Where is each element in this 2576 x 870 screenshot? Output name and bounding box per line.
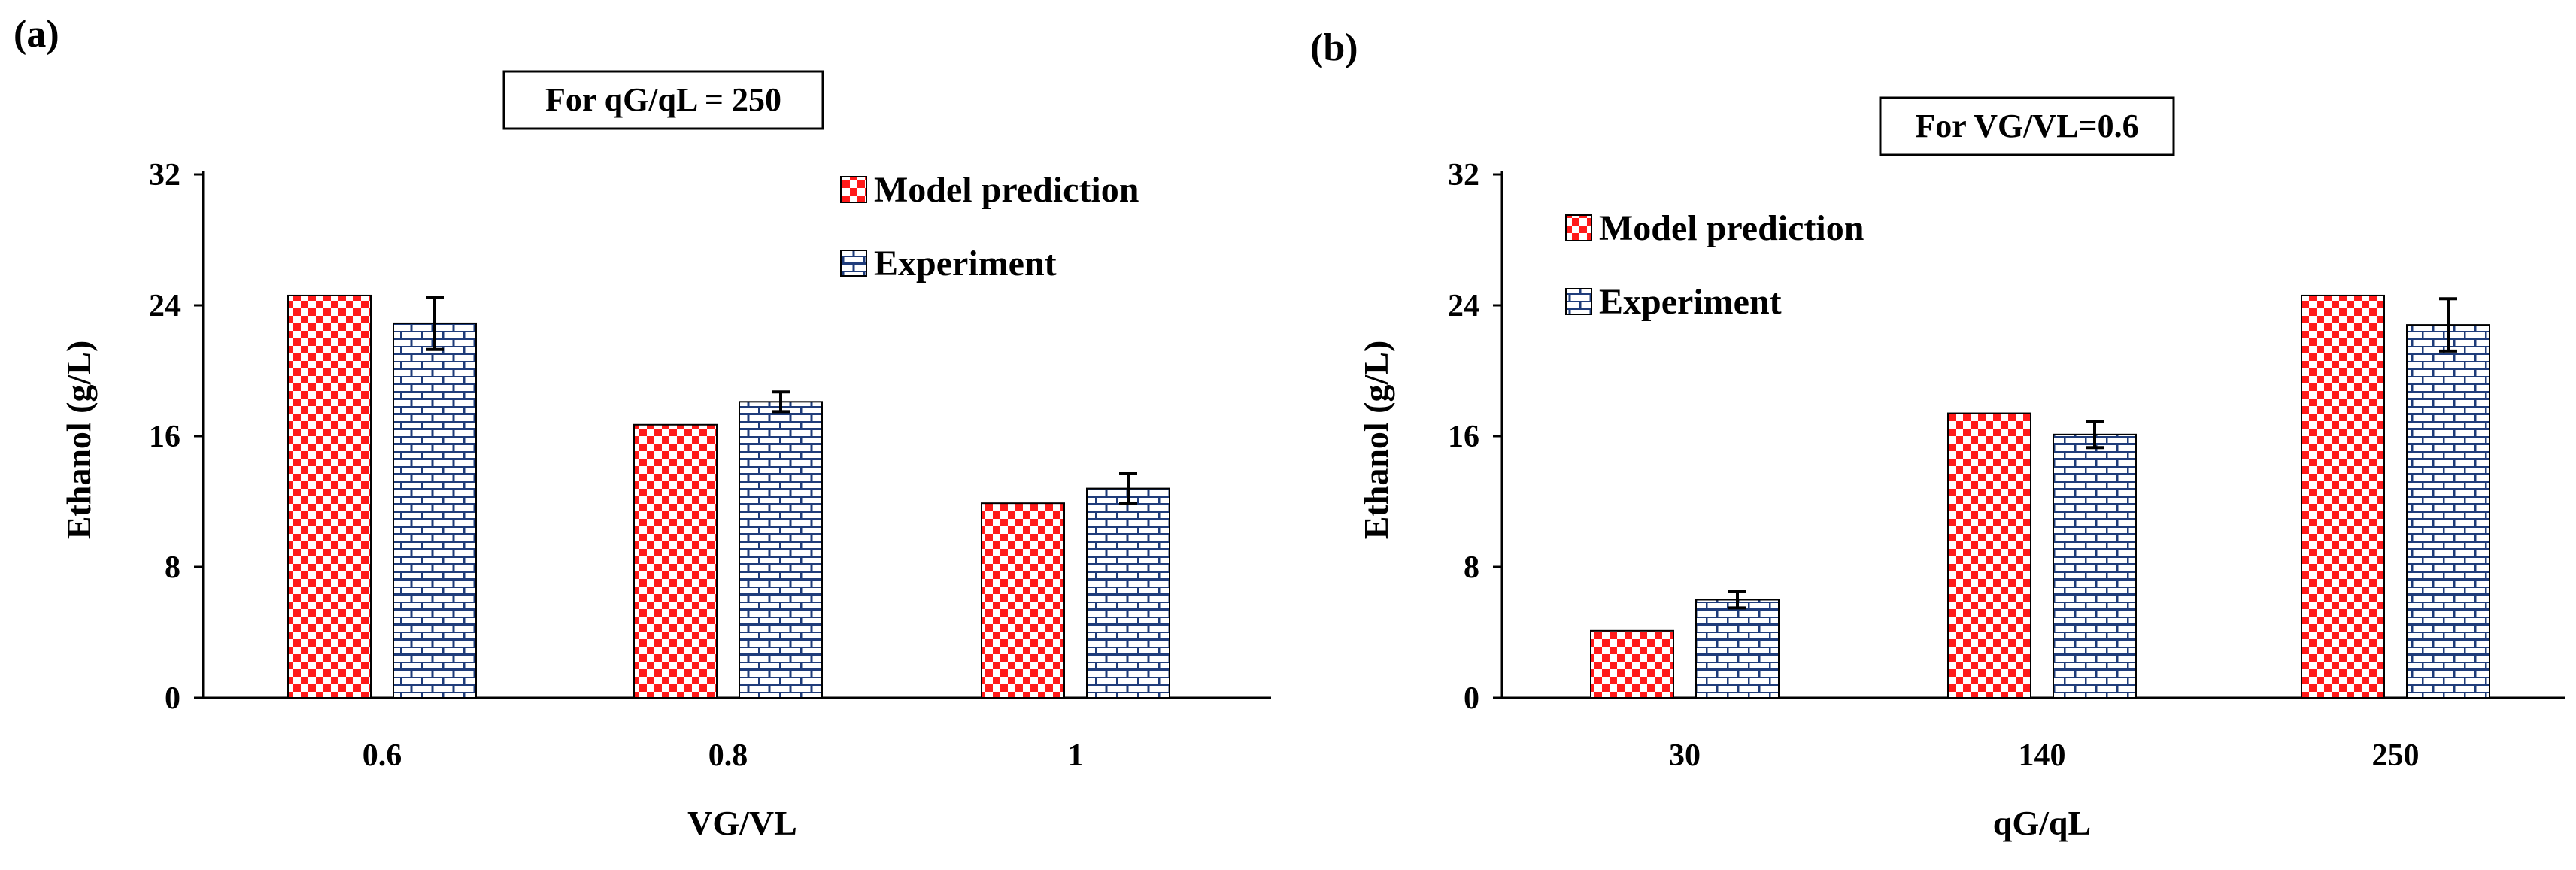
panel-b-legend-model-label: Model prediction <box>1599 208 1864 248</box>
panel-b-legend-swatch-model <box>1565 214 1592 241</box>
panel-a-ytick-label-3: 24 <box>149 289 181 323</box>
panel-a-xtick-label-0: 0.6 <box>363 738 402 773</box>
panel-b-condition-box <box>1879 96 2175 156</box>
panel-b-bar-experiment-2 <box>2406 324 2490 699</box>
panel-a-legend-swatch-experiment <box>840 250 867 277</box>
panel-a-errorbar-experiment-1 <box>772 390 790 414</box>
panel-a-condition-box <box>502 70 824 130</box>
panel-b-ytick-label-1: 8 <box>1464 550 1479 585</box>
panel-a-xtick-label-1: 0.8 <box>708 738 748 773</box>
panel-b-legend-experiment-label: Experiment <box>1599 282 1782 322</box>
panel-a-bar-model-0 <box>287 294 372 699</box>
panel-b-xtick-label-2: 250 <box>2372 738 2420 773</box>
panel-a-bar-model-2 <box>981 502 1065 699</box>
panel-b: (b) For VG/VL=0.6 0 8 16 24 32 30 140 250 Ethan… <box>1310 26 2565 842</box>
panel-a-ytick-label-1: 8 <box>165 550 181 585</box>
panel-a-legend: Model prediction Experiment <box>840 170 1139 283</box>
panel-b-legend: Model prediction Experiment <box>1565 208 1864 322</box>
panel-a-ytick-label-4: 32 <box>149 158 181 192</box>
panel-b-bar-model-1 <box>1947 412 2031 699</box>
panel-a-xlabel: VG/VL <box>687 804 797 842</box>
panel-b-legend-swatch-experiment <box>1565 288 1592 315</box>
panel-b-ytick-label-0: 0 <box>1464 681 1479 716</box>
panel-b-errorbar-experiment-0 <box>1728 590 1746 610</box>
panel-a-legend-experiment-label: Experiment <box>874 244 1057 283</box>
panel-a-legend-model-label: Model prediction <box>874 170 1139 210</box>
panel-b-xtick-label-1: 140 <box>2019 738 2066 773</box>
panel-b-ytick-label-2: 16 <box>1448 420 1479 454</box>
panel-a-letter: (a) <box>14 13 59 56</box>
panel-a-bar-model-1 <box>633 423 718 699</box>
panel-a-ylabel: Ethanol (g/L) <box>59 341 98 540</box>
panel-b-errorbar-experiment-2 <box>2439 297 2457 353</box>
panel-a-bar-experiment-2 <box>1086 487 1170 699</box>
panel-b-bar-experiment-1 <box>2053 433 2137 699</box>
panel-a-legend-swatch-model <box>840 176 867 203</box>
panel-b-ytick-label-4: 32 <box>1448 158 1479 192</box>
panel-a-errorbar-experiment-0 <box>426 296 444 351</box>
panel-a-ytick-label-0: 0 <box>165 681 181 716</box>
panel-b-bar-model-0 <box>1590 629 1674 699</box>
panel-b-ylabel: Ethanol (g/L) <box>1357 341 1395 540</box>
panel-a-condition-text: For qG/qL = 250 <box>545 81 781 118</box>
panel-b-ytick-label-3: 24 <box>1448 289 1479 323</box>
panel-a-ytick-label-2: 16 <box>149 420 181 454</box>
panel-a: (a) For qG/qL = 250 0 8 16 24 32 0.6 0.8 1 Etha… <box>14 13 1271 842</box>
panel-b-xtick-label-0: 30 <box>1669 738 1701 773</box>
panel-b-bars <box>1590 294 2490 699</box>
panel-a-xtick-label-2: 1 <box>1068 738 1084 773</box>
panel-a-bars <box>287 294 1170 699</box>
panel-b-condition-text: For VG/VL=0.6 <box>1915 108 2138 144</box>
panel-b-bar-experiment-0 <box>1695 599 1780 699</box>
panel-a-axes: 0 8 16 24 32 0.6 0.8 1 <box>149 158 1271 773</box>
panel-b-xlabel: qG/qL <box>1993 804 2091 842</box>
panel-b-errorbar-experiment-1 <box>2086 420 2104 450</box>
panel-b-axes: 0 8 16 24 32 30 140 250 <box>1448 158 2565 773</box>
panel-a-bar-experiment-0 <box>393 322 477 699</box>
panel-a-errorbar-experiment-2 <box>1119 472 1137 505</box>
panel-b-letter: (b) <box>1310 26 1358 69</box>
panel-a-bar-experiment-1 <box>739 401 823 699</box>
panel-b-bar-model-2 <box>2301 294 2385 699</box>
